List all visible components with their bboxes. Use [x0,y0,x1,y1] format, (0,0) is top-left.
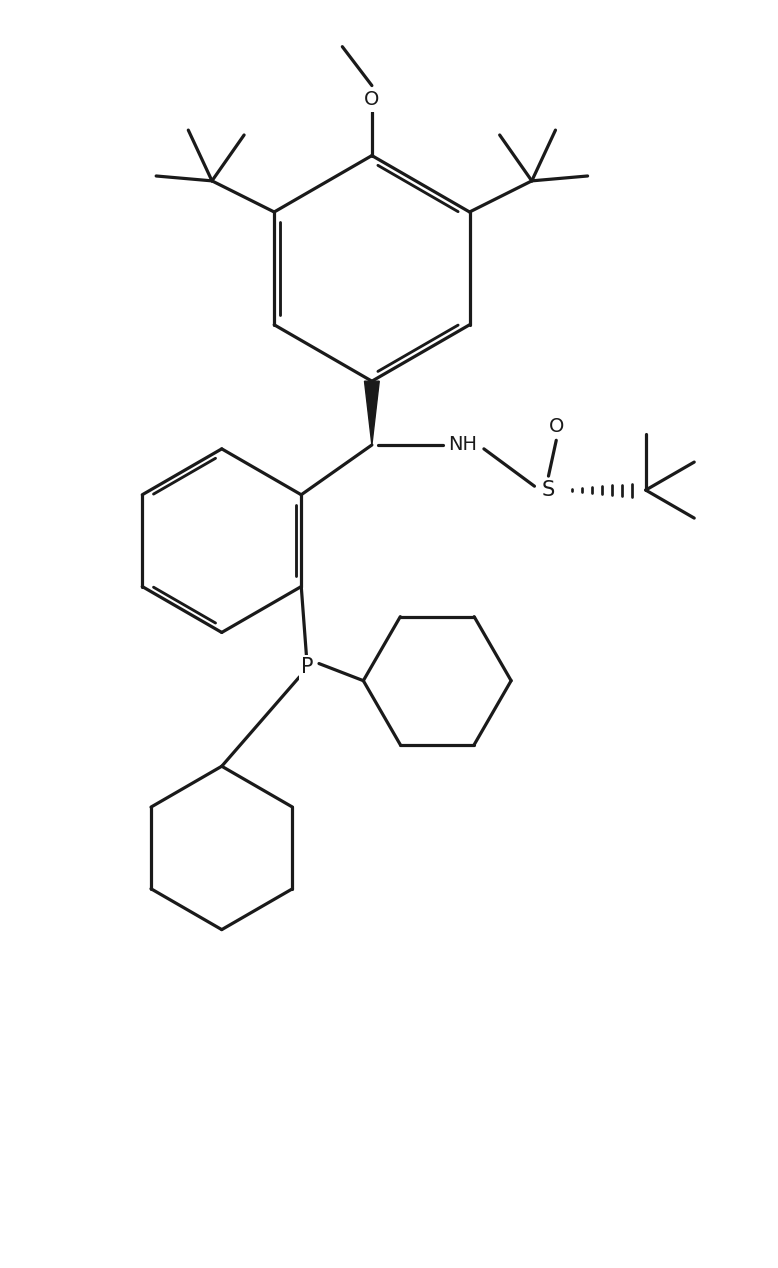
Text: NH: NH [448,435,478,454]
Text: P: P [301,657,314,677]
Text: S: S [541,481,555,500]
Polygon shape [365,382,380,445]
Text: O: O [548,417,564,436]
Text: O: O [364,90,380,109]
